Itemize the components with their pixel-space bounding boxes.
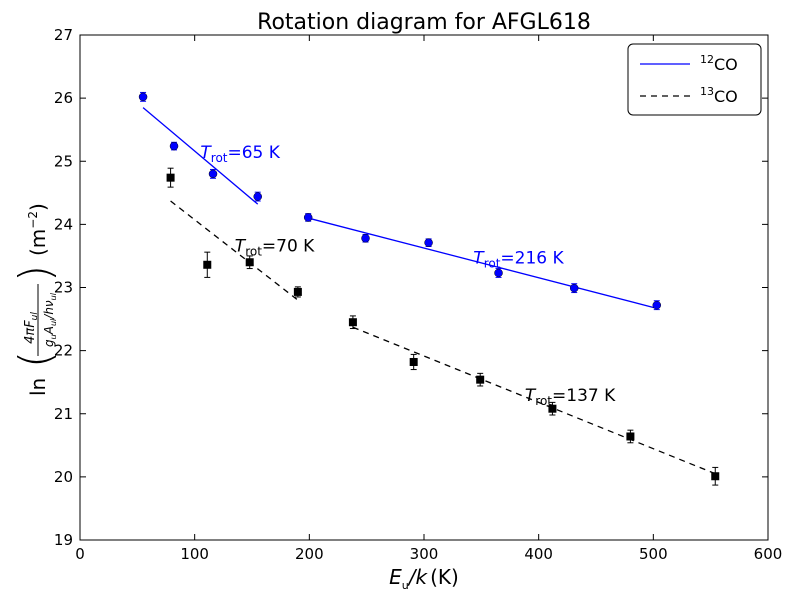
fit-line-13co [170, 200, 299, 301]
x-axis-label: Eu/k (K) [389, 565, 459, 592]
data-point-13co [166, 167, 175, 188]
data-point-13co [245, 255, 254, 270]
y-tick-label: 25 [54, 152, 73, 170]
data-point-12co [138, 91, 148, 102]
x-tick-label: 500 [639, 545, 668, 563]
data-point-12co [208, 168, 218, 179]
trot-annotation: Trot=65 K [200, 143, 280, 165]
data-point-12co [652, 300, 662, 311]
x-tick-label: 600 [754, 545, 783, 563]
y-tick-label: 21 [54, 405, 73, 423]
data-point-13co [409, 353, 418, 371]
x-tick-label: 200 [295, 545, 324, 563]
data-point-12co [303, 213, 313, 222]
y-tick-label: 22 [54, 342, 73, 360]
svg-text:): ) [10, 265, 61, 282]
x-tick-label: 100 [180, 545, 209, 563]
data-points [138, 91, 720, 486]
trot-annotation: Trot=137 K [525, 386, 616, 408]
chart-title: Rotation diagram for AFGL618 [257, 10, 591, 35]
svg-text:(: ( [10, 351, 61, 368]
y-axis-label: ln ( 4πFul guAul/hνul ) (m−2) [10, 203, 61, 396]
data-point-13co [711, 466, 720, 486]
y-tick-label: 27 [54, 26, 73, 44]
data-point-13co [548, 401, 557, 416]
legend-label-13co: 13CO [700, 85, 738, 106]
svg-text:guAul/hνul: guAul/hνul [42, 292, 58, 347]
data-point-12co [169, 141, 179, 151]
data-point-12co [424, 238, 433, 247]
svg-text:(m−2): (m−2) [26, 203, 50, 256]
y-tick-label: 20 [54, 468, 73, 486]
legend-label-12co: 12CO [700, 53, 738, 74]
data-point-12co [253, 191, 262, 202]
y-tick-label: 19 [54, 531, 73, 549]
fit-annotations: Trot=65 K Trot=216 K Trot=70 K Trot=137 K [200, 143, 616, 408]
fit-line-12co [308, 217, 657, 309]
data-point-12co [569, 283, 579, 294]
plot-area [79, 34, 769, 541]
legend-box [627, 43, 762, 116]
x-tick-label: 0 [75, 545, 85, 563]
data-point-13co [626, 429, 635, 444]
svg-text:ln: ln [26, 378, 50, 396]
fit-line-12co [142, 107, 259, 205]
data-point-13co [203, 251, 212, 278]
data-point-13co [476, 372, 485, 387]
y-tick-label: 24 [54, 215, 73, 233]
data-point-13co [348, 315, 357, 330]
trot-annotation: Trot=70 K [235, 237, 315, 259]
legend: 12CO 13CO [627, 43, 762, 116]
y-tick-label: 23 [54, 279, 73, 297]
data-point-12co [494, 268, 503, 278]
x-tick-label: 300 [410, 545, 439, 563]
axis-ticks: 0 100 200 300 400 500 600 19 20 21 22 23 24 25 26 27 [54, 26, 782, 563]
trot-annotation: Trot=216 K [473, 249, 564, 271]
svg-text:4πFul: 4πFul [23, 312, 40, 344]
x-tick-label: 400 [524, 545, 553, 563]
fit-lines [142, 107, 716, 475]
data-point-12co [361, 233, 370, 243]
y-tick-label: 26 [54, 89, 73, 107]
data-point-13co [293, 286, 302, 298]
